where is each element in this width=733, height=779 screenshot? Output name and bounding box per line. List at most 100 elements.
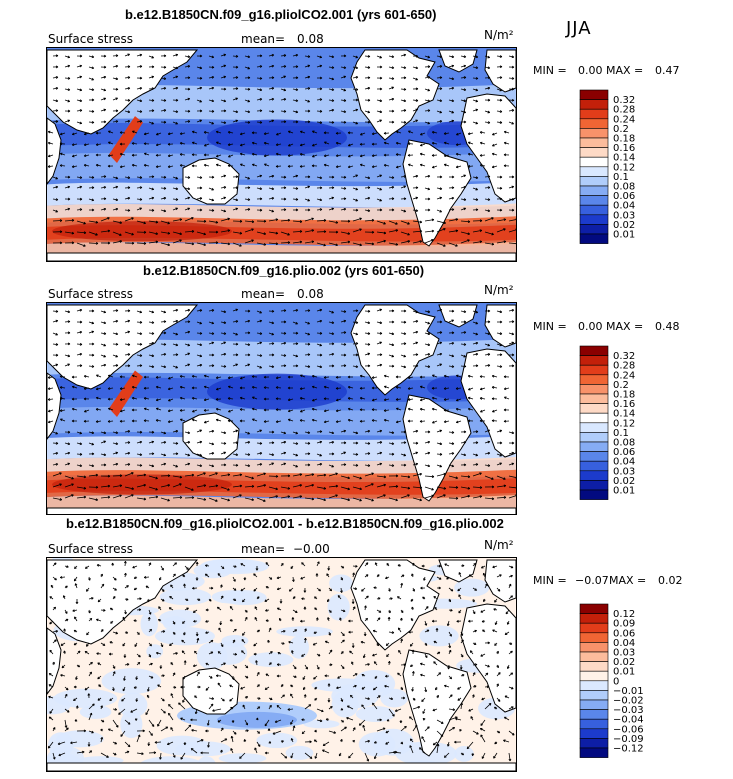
- colorbar-tick-label: 0.2: [613, 380, 629, 391]
- panel-3-map: [46, 557, 517, 772]
- colorbar-tick-label: 0.16: [613, 399, 635, 410]
- colorbar-swatch: [579, 709, 609, 720]
- panel-1-title: b.e12.B1850CN.f09_g16.pliolCO2.001 (yrs …: [125, 7, 437, 22]
- panel-1-field-label: Surface stress: [48, 32, 134, 46]
- colorbar-tick-label: 0.16: [613, 143, 635, 154]
- panel-2-min-label: MIN =: [533, 320, 567, 333]
- panel-1-map-svg: [47, 48, 516, 261]
- landmass-greenland: [438, 49, 478, 73]
- colorbar-tick-label: −0.12: [613, 744, 644, 755]
- colorbar-swatch: [579, 422, 609, 433]
- panel-1-max-value: 0.47: [655, 64, 680, 77]
- colorbar-swatch: [579, 99, 609, 110]
- colorbar-tick-label: 0.08: [613, 182, 635, 193]
- colorbar-tick-label: −0.03: [613, 705, 644, 716]
- colorbar-swatch: [579, 642, 609, 653]
- landmass-australia: [182, 667, 240, 715]
- colorbar-tick-label: 0.01: [613, 230, 635, 241]
- colorbar-swatch: [579, 412, 609, 424]
- colorbar-tick-label: 0.08: [613, 438, 635, 449]
- colorbar-tick-label: 0.12: [613, 162, 635, 173]
- colorbar-swatch: [579, 622, 609, 634]
- colorbar-swatch: [579, 670, 609, 682]
- colorbar-swatch: [579, 89, 609, 100]
- panel-1-max-label: MAX =: [606, 64, 644, 77]
- panel-3-title: b.e12.B1850CN.f09_g16.pliolCO2.001 - b.e…: [66, 516, 504, 531]
- landmass-africa_e: [47, 372, 62, 440]
- panel-1-map: [46, 47, 517, 262]
- colorbar-swatch: [579, 364, 609, 376]
- colorbar-swatch: [579, 728, 609, 739]
- coastlines: [47, 304, 516, 514]
- landmass-america_s: [402, 649, 472, 757]
- coastlines: [47, 49, 516, 261]
- colorbar-tick-label: 0.09: [613, 619, 635, 630]
- colorbar-tick-label: 0.04: [613, 201, 635, 212]
- panel-3-map-svg: [47, 558, 516, 771]
- landmass-europe: [484, 559, 516, 603]
- colorbar-tick-label: 0.02: [613, 657, 635, 668]
- colorbar-tick-label: 0.18: [613, 390, 635, 401]
- panel-2-field-label: Surface stress: [48, 287, 134, 301]
- landmass-africa_e: [47, 117, 62, 185]
- colorbar-swatch: [579, 166, 609, 177]
- panel-2-mean-label: mean=: [241, 287, 286, 301]
- colorbar-swatch: [579, 489, 609, 500]
- landmass-eurasia: [47, 49, 199, 135]
- colorbar-swatch: [579, 451, 609, 462]
- panel-3-min-value: −0.07: [575, 574, 609, 587]
- colorbar-tick-label: 0.03: [613, 466, 635, 477]
- colorbar-tick-label: 0.03: [613, 648, 635, 659]
- landmass-europe: [484, 49, 516, 93]
- landmass-australia: [182, 412, 240, 460]
- colorbar-tick-label: 0.01: [613, 486, 635, 497]
- landmass-africa_w: [460, 348, 516, 458]
- colorbar-tick-label: −0.09: [613, 734, 644, 745]
- colorbar-tick-label: 0.12: [613, 418, 635, 429]
- colorbar-swatch: [579, 345, 609, 356]
- colorbar-swatch: [579, 441, 609, 452]
- landmass-australia: [182, 157, 240, 205]
- colorbar-tick-label: 0.06: [613, 191, 635, 202]
- colorbar-swatch: [579, 603, 609, 614]
- landmass-europe: [484, 304, 516, 348]
- panel-3-min-label: MIN =: [533, 574, 567, 587]
- colorbar-tick-label: 0.01: [613, 667, 635, 678]
- panel-2-map-svg: [47, 303, 516, 514]
- panel-3-units: N/m²: [484, 538, 514, 552]
- panel-1-colorbar: 0.32 0.28 0.24 0.2 0.18 0.16 0.14 0.12 0.1 0.08 0.…: [578, 89, 688, 252]
- colorbar-swatch: [579, 747, 609, 758]
- colorbar-tick-label: 0.2: [613, 124, 629, 135]
- colorbar-tick-label: 0.14: [613, 153, 635, 164]
- stress-vectors: [47, 308, 516, 502]
- panel-2-title: b.e12.B1850CN.f09_g16.plio.002 (yrs 601-…: [143, 263, 425, 278]
- colorbar-swatch: [579, 460, 609, 472]
- colorbar-swatch: [579, 738, 609, 749]
- panel-3-mean-value: −0.00: [293, 542, 330, 556]
- colorbar-tick-label: 0.28: [613, 105, 635, 116]
- colorbar-swatch: [579, 374, 609, 385]
- colorbar-tick-label: 0.28: [613, 361, 635, 372]
- colorbar-swatch: [579, 403, 609, 414]
- panel-3-mean-label: mean=: [241, 542, 286, 556]
- panel-3-field-label: Surface stress: [48, 542, 134, 556]
- colorbar-tick-label: 0.04: [613, 457, 635, 468]
- landmass-greenland: [438, 304, 478, 328]
- colorbar-swatch: [579, 613, 609, 624]
- landmass-antarctica: [47, 252, 516, 261]
- panel-1-mean-label: mean=: [241, 32, 286, 46]
- colorbar-swatch: [579, 632, 609, 643]
- panel-2-map: [46, 302, 517, 515]
- colorbar-tick-label: 0.14: [613, 409, 635, 420]
- colorbar-tick-label: 0.06: [613, 447, 635, 458]
- panel-1-min-label: MIN =: [533, 64, 567, 77]
- colorbar-tick-label: 0.18: [613, 134, 635, 145]
- colorbar-swatch: [579, 147, 609, 158]
- colorbar-swatch: [579, 176, 609, 187]
- colorbar-swatch: [579, 680, 609, 691]
- colorbar-swatch: [579, 470, 609, 481]
- colorbar-swatch: [579, 699, 609, 710]
- panel-2-units: N/m²: [484, 283, 514, 297]
- panel-2-max-label: MAX =: [606, 320, 644, 333]
- colorbar-swatch: [579, 108, 609, 120]
